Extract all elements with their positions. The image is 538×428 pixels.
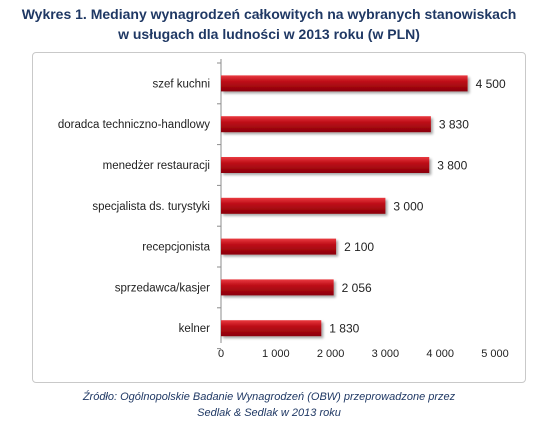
data-label: 3 000 <box>393 199 423 213</box>
bar <box>221 238 337 255</box>
bar <box>221 320 322 337</box>
bar <box>221 197 386 214</box>
data-label: 3 830 <box>439 118 469 132</box>
bar <box>221 279 334 296</box>
category-label: kelner <box>179 323 210 335</box>
bar <box>221 116 431 133</box>
chart-title: Wykres 1. Mediany wynagrodzeń całkowityc… <box>0 4 538 44</box>
data-label: 2 056 <box>342 281 372 295</box>
category-label: doradca techniczno-handlowy <box>58 119 210 131</box>
category-label: szef kuchni <box>152 78 210 90</box>
x-tick-label: 3 000 <box>372 348 400 360</box>
category-label: menedżer restauracji <box>103 160 210 172</box>
x-tick-label: 2 000 <box>317 348 345 360</box>
data-label: 3 800 <box>437 159 467 173</box>
source-line-2: Sedlak & Sedlak w 2013 roku <box>197 407 341 419</box>
x-tick-label: 1 000 <box>262 348 290 360</box>
category-label: recepcjonista <box>142 242 210 254</box>
bar <box>221 157 430 173</box>
data-label: 1 830 <box>329 322 359 336</box>
chart-title-line-2: w usługach dla ludności w 2013 roku (w P… <box>118 26 420 42</box>
data-label: 2 100 <box>344 240 374 254</box>
category-label: sprzedawca/kasjer <box>115 282 210 294</box>
chart-title-line-1: Wykres 1. Mediany wynagrodzeń całkowityc… <box>21 6 517 22</box>
x-tick-label: 5 000 <box>481 348 509 360</box>
x-tick-label: 0 <box>218 348 224 360</box>
bar <box>221 75 468 92</box>
category-label: specjalista ds. turystyki <box>92 201 210 213</box>
data-label: 4 500 <box>476 77 506 91</box>
source-line-1: Źródło: Ogólnopolskie Badanie Wynagrodze… <box>82 391 456 403</box>
x-tick-label: 4 000 <box>426 348 454 360</box>
source-note: Źródło: Ogólnopolskie Badanie Wynagrodze… <box>0 389 538 421</box>
